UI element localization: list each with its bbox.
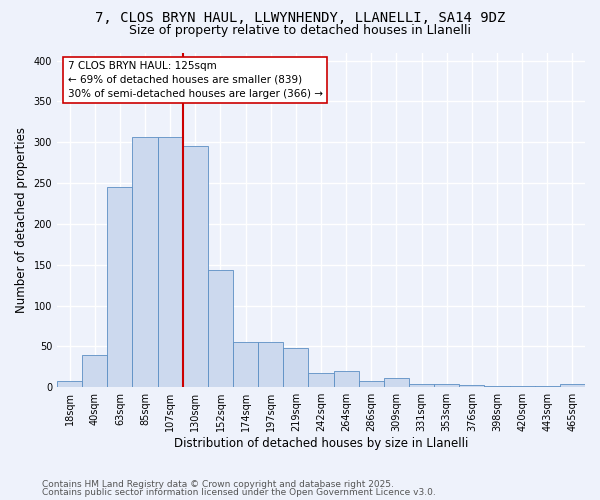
- Bar: [107, 187, 133, 387]
- Bar: [57, 382, 82, 387]
- Text: Contains public sector information licensed under the Open Government Licence v3: Contains public sector information licen…: [42, 488, 436, 497]
- Bar: [459, 385, 484, 387]
- Bar: [308, 372, 334, 387]
- Text: Contains HM Land Registry data © Crown copyright and database right 2025.: Contains HM Land Registry data © Crown c…: [42, 480, 394, 489]
- Text: 7 CLOS BRYN HAUL: 125sqm
← 69% of detached houses are smaller (839)
30% of semi-: 7 CLOS BRYN HAUL: 125sqm ← 69% of detach…: [68, 61, 323, 99]
- Y-axis label: Number of detached properties: Number of detached properties: [15, 127, 28, 313]
- Bar: [283, 348, 308, 387]
- Bar: [434, 384, 459, 387]
- Bar: [133, 136, 158, 387]
- Bar: [233, 342, 258, 387]
- Bar: [409, 384, 434, 387]
- Bar: [82, 354, 107, 387]
- Bar: [560, 384, 585, 387]
- Bar: [258, 342, 283, 387]
- Bar: [484, 386, 509, 387]
- Bar: [183, 146, 208, 387]
- Text: 7, CLOS BRYN HAUL, LLWYNHENDY, LLANELLI, SA14 9DZ: 7, CLOS BRYN HAUL, LLWYNHENDY, LLANELLI,…: [95, 11, 505, 25]
- Bar: [359, 380, 384, 387]
- Bar: [509, 386, 535, 387]
- Bar: [334, 371, 359, 387]
- X-axis label: Distribution of detached houses by size in Llanelli: Distribution of detached houses by size …: [174, 437, 468, 450]
- Text: Size of property relative to detached houses in Llanelli: Size of property relative to detached ho…: [129, 24, 471, 37]
- Bar: [535, 386, 560, 387]
- Bar: [384, 378, 409, 387]
- Bar: [208, 270, 233, 387]
- Bar: [158, 136, 183, 387]
